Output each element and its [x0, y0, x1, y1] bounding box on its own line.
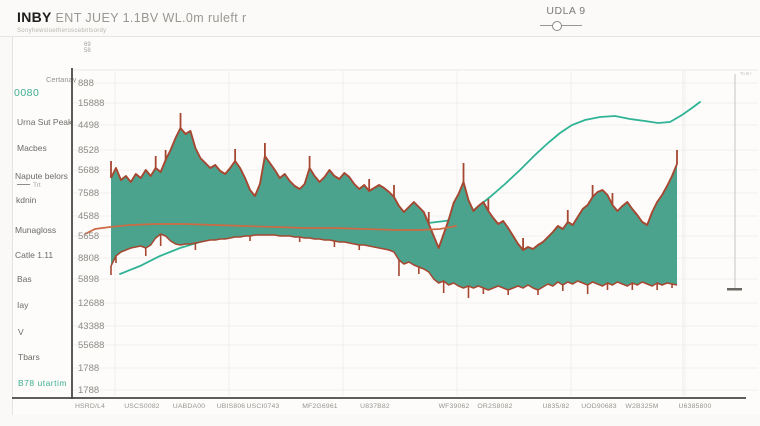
legend-label: Trt: [33, 182, 41, 189]
x-tick-label: UOD90683: [581, 403, 617, 410]
sidebar-item-tbars[interactable]: Tbars: [18, 352, 40, 362]
x-tick-label: USCS0082: [124, 403, 160, 410]
sidebar-legend-trt: Trt: [17, 182, 41, 189]
y-tick-label: 7588: [78, 188, 99, 199]
y-tick-label: 5688: [78, 165, 99, 176]
x-tick-label: U837B82: [360, 403, 390, 410]
y-tick-label: 15888: [78, 98, 104, 109]
price-band-area[interactable]: [111, 128, 677, 290]
udla-control: UDLA 9: [536, 5, 596, 31]
title-symbol: INBY: [17, 9, 52, 25]
header-subtitle: Sonyhewsloetheroscebnlsordy: [17, 28, 107, 34]
y-tick-label: 43388: [78, 321, 104, 332]
page-title: INBY ENT JUEY 1.1BV WL.0m ruleft r: [17, 9, 247, 27]
sidebar-item-iay[interactable]: Iay: [17, 300, 29, 310]
sidebar-item-catle-1-11[interactable]: Catle 1.11: [15, 250, 54, 260]
sidebar: Certanay 0080 Urna Sut Peak Macbes Napute be…: [0, 37, 76, 415]
x-tick-label: MF2G6961: [302, 403, 338, 410]
sidebar-item-napute-belors[interactable]: Napute belors: [15, 171, 68, 181]
band-low-edge: [110, 233, 678, 291]
y-tick-label: 4588: [78, 211, 99, 222]
y-tick-label: 8808: [78, 253, 99, 264]
title-detail: ENT JUEY 1.1BV WL.0m ruleft r: [51, 11, 247, 25]
x-tick-label: OR2S8082: [477, 403, 512, 410]
x-tick-label: USCI0743: [247, 403, 280, 410]
x-tick-label: UBIS806: [217, 403, 246, 410]
header: INBY ENT JUEY 1.1BV WL.0m ruleft r Sonyh…: [0, 0, 760, 37]
x-tick-label: UABDA00: [173, 403, 205, 410]
y-tick-label: 1788: [78, 363, 99, 374]
mini-marker[interactable]: [727, 288, 742, 291]
y-tick-label: 4498: [78, 120, 99, 131]
x-tick-label: WF39062: [439, 403, 470, 410]
y-tick-label: 5898: [78, 274, 99, 285]
moving-average-line: [84, 223, 457, 235]
sidebar-item-urna-sut-peak[interactable]: Urna Sut Peak: [17, 117, 73, 127]
legend-line-icon: [17, 184, 30, 185]
y-tick-label: 55688: [78, 340, 104, 351]
sidebar-item-certanay[interactable]: Certanay: [46, 75, 77, 84]
band-high-edge: [110, 127, 678, 251]
udla-label: UDLA 9: [546, 5, 586, 17]
sidebar-item-b78-utartim[interactable]: B78 utartim: [18, 378, 67, 388]
sidebar-item-0080[interactable]: 0080: [14, 87, 40, 99]
slider-knob[interactable]: [552, 21, 562, 31]
sidebar-item-kdnin[interactable]: kdnin: [16, 195, 37, 205]
sidebar-item-macbes[interactable]: Macbes: [17, 143, 47, 153]
y-tick-label: 12688: [78, 298, 104, 309]
x-tick-label: HSRD/L4: [75, 403, 105, 410]
y-axis-mini-label: 58: [84, 48, 91, 54]
y-tick-label: 5658: [78, 231, 99, 242]
sidebar-item-munagloss[interactable]: Munagloss: [15, 225, 57, 235]
y-tick-label: 8528: [78, 145, 99, 156]
x-tick-label: U835/82: [542, 403, 569, 410]
x-tick-label: W2B325M: [625, 403, 658, 410]
corner-note: To B r: [740, 71, 752, 76]
y-axis-mini-label: 69: [84, 42, 91, 48]
y-tick-label: 1788: [78, 385, 99, 396]
udla-slider[interactable]: [536, 21, 596, 31]
sidebar-item-bas[interactable]: Bas: [17, 274, 32, 284]
x-tick-label: U6385800: [679, 403, 712, 410]
y-tick-label: 888: [78, 78, 94, 89]
sidebar-item-v[interactable]: V: [18, 327, 24, 337]
